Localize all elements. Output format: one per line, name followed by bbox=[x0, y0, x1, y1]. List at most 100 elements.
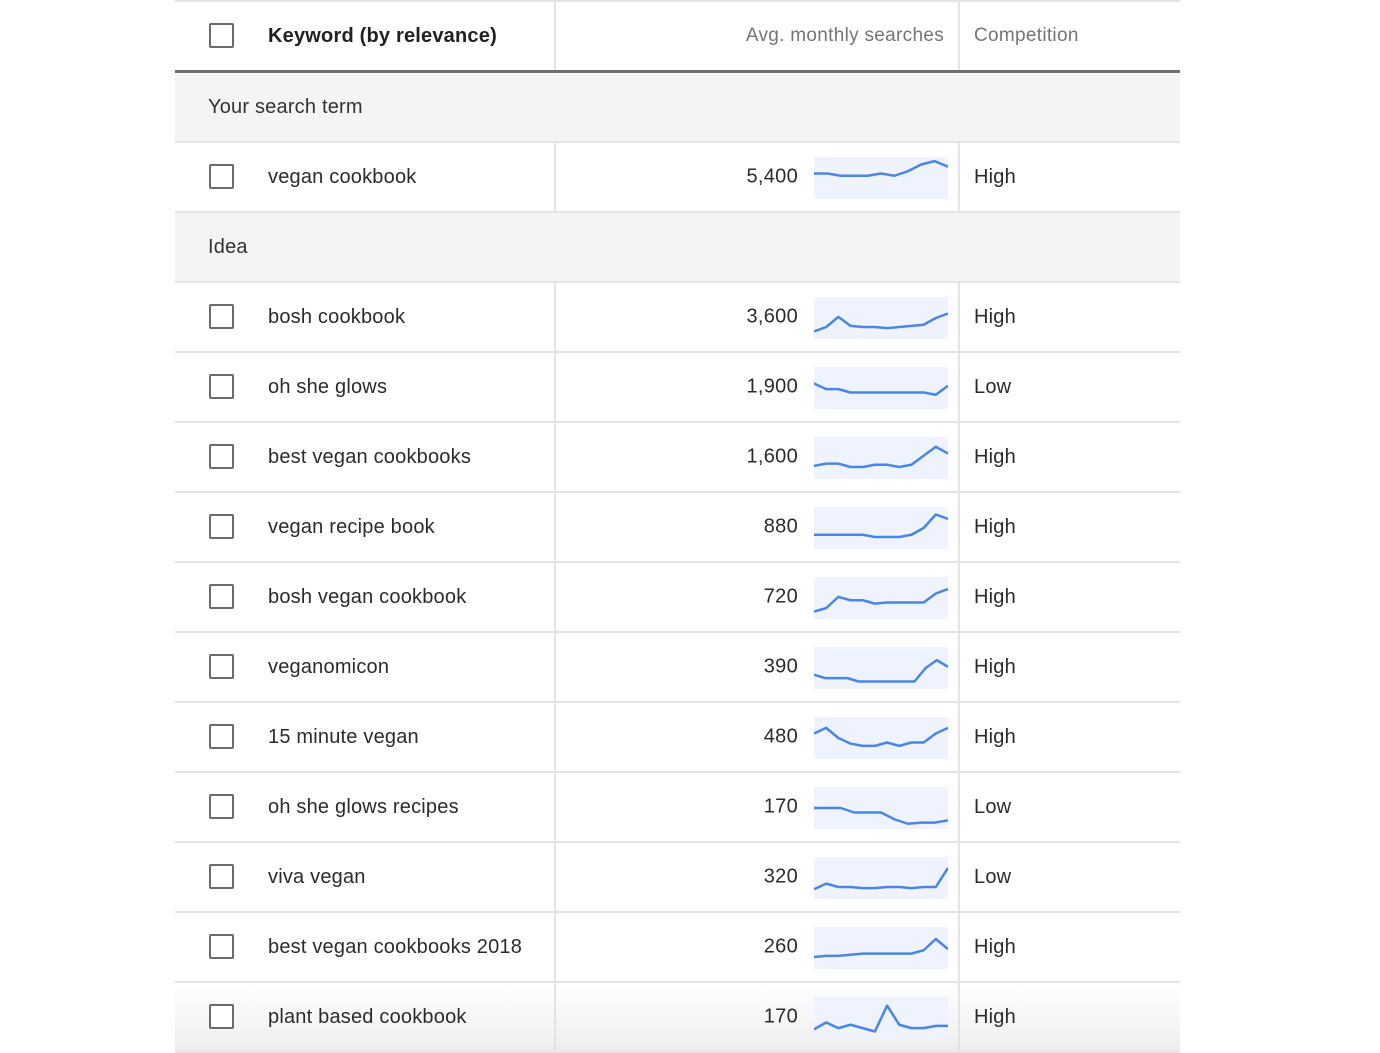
group-label: Idea bbox=[208, 235, 248, 258]
sparkline-svg bbox=[814, 445, 948, 479]
competition-value: High bbox=[974, 655, 1016, 678]
table-row: vegan cookbook 5,400 High bbox=[175, 143, 1180, 213]
table-row: best vegan cookbooks 1,600 High bbox=[175, 423, 1180, 493]
competition-value: High bbox=[974, 1005, 1016, 1028]
trend-sparkline bbox=[814, 367, 948, 409]
keyword-text: 15 minute vegan bbox=[268, 725, 419, 748]
trend-sparkline bbox=[814, 647, 948, 689]
row-checkbox[interactable] bbox=[209, 514, 234, 539]
competition-value: Low bbox=[974, 795, 1012, 818]
keyword-ideas-table: Keyword (by relevance) Avg. monthly sear… bbox=[175, 0, 1180, 1053]
table-row: oh she glows recipes 170 Low bbox=[175, 773, 1180, 843]
sparkline-line bbox=[814, 1004, 948, 1033]
table-row: 15 minute vegan 480 High bbox=[175, 703, 1180, 773]
competition-value: High bbox=[974, 445, 1016, 468]
competition-value: High bbox=[974, 165, 1016, 188]
avg-monthly-searches: 480 bbox=[763, 725, 798, 748]
sparkline-area bbox=[814, 867, 948, 899]
group-row-search-term: Your search term bbox=[175, 73, 1180, 143]
keyword-text: vegan recipe book bbox=[268, 515, 435, 538]
sparkline-svg bbox=[814, 806, 948, 829]
group-row-idea: Idea bbox=[175, 213, 1180, 283]
sparkline-line bbox=[814, 382, 948, 396]
sparkline-line bbox=[814, 445, 948, 469]
row-checkbox[interactable] bbox=[209, 584, 234, 609]
sparkline-area bbox=[814, 514, 948, 549]
sparkline-area bbox=[814, 313, 948, 339]
avg-monthly-searches: 3,600 bbox=[746, 305, 798, 328]
row-checkbox[interactable] bbox=[209, 304, 234, 329]
row-checkbox[interactable] bbox=[209, 654, 234, 679]
trend-sparkline bbox=[814, 857, 948, 899]
avg-monthly-searches: 260 bbox=[763, 935, 798, 958]
competition-value: Low bbox=[974, 865, 1012, 888]
keyword-text: best vegan cookbooks bbox=[268, 445, 472, 468]
table-row: bosh cookbook 3,600 High bbox=[175, 283, 1180, 353]
keyword-text: bosh vegan cookbook bbox=[268, 585, 467, 608]
sparkline-svg bbox=[814, 658, 948, 689]
avg-monthly-searches: 170 bbox=[763, 795, 798, 818]
row-checkbox[interactable] bbox=[209, 1004, 234, 1029]
trend-sparkline bbox=[814, 787, 948, 829]
sparkline-svg bbox=[814, 513, 948, 549]
avg-monthly-searches: 1,600 bbox=[746, 445, 798, 468]
row-checkbox[interactable] bbox=[209, 444, 234, 469]
row-checkbox[interactable] bbox=[209, 164, 234, 189]
trend-sparkline bbox=[814, 717, 948, 759]
table-row: plant based cookbook 170 High bbox=[175, 983, 1180, 1053]
table-row: vegan recipe book 880 High bbox=[175, 493, 1180, 563]
keyword-text: oh she glows recipes bbox=[268, 795, 459, 818]
avg-monthly-searches: 390 bbox=[763, 655, 798, 678]
avg-monthly-searches: 720 bbox=[763, 585, 798, 608]
trend-sparkline bbox=[814, 437, 948, 479]
header-avg-cell[interactable]: Avg. monthly searches bbox=[556, 2, 960, 70]
competition-value: High bbox=[974, 585, 1016, 608]
header-competition-cell[interactable]: Competition bbox=[960, 2, 1180, 70]
row-checkbox[interactable] bbox=[209, 724, 234, 749]
header-competition-label[interactable]: Competition bbox=[974, 25, 1079, 46]
sparkline-svg bbox=[814, 159, 948, 199]
group-label: Your search term bbox=[208, 95, 363, 118]
competition-value: High bbox=[974, 515, 1016, 538]
sparkline-svg bbox=[814, 937, 948, 969]
select-all-checkbox[interactable] bbox=[209, 23, 234, 48]
keyword-text: veganomicon bbox=[268, 655, 390, 678]
row-checkbox[interactable] bbox=[209, 794, 234, 819]
sparkline-line bbox=[814, 726, 948, 748]
row-checkbox[interactable] bbox=[209, 864, 234, 889]
trend-sparkline bbox=[814, 297, 948, 339]
trend-sparkline bbox=[814, 507, 948, 549]
keyword-text: best vegan cookbooks 2018 bbox=[268, 935, 523, 958]
sparkline-area bbox=[814, 161, 948, 199]
avg-monthly-searches: 320 bbox=[763, 865, 798, 888]
avg-monthly-searches: 880 bbox=[763, 515, 798, 538]
sparkline-svg bbox=[814, 312, 948, 339]
row-checkbox[interactable] bbox=[209, 374, 234, 399]
keyword-text: oh she glows bbox=[268, 375, 388, 398]
avg-monthly-searches: 1,900 bbox=[746, 375, 798, 398]
table-row: bosh vegan cookbook 720 High bbox=[175, 563, 1180, 633]
sparkline-area bbox=[814, 660, 948, 689]
table-row: viva vegan 320 Low bbox=[175, 843, 1180, 913]
table-header: Keyword (by relevance) Avg. monthly sear… bbox=[175, 2, 1180, 73]
sparkline-line bbox=[814, 159, 948, 177]
competition-value: High bbox=[974, 725, 1016, 748]
competition-value: Low bbox=[974, 375, 1012, 398]
table-row: best vegan cookbooks 2018 260 High bbox=[175, 913, 1180, 983]
trend-sparkline bbox=[814, 157, 948, 199]
header-keyword-label[interactable]: Keyword (by relevance) bbox=[268, 24, 497, 47]
competition-value: High bbox=[974, 935, 1016, 958]
sparkline-line bbox=[814, 867, 948, 891]
sparkline-area bbox=[814, 1005, 948, 1039]
sparkline-area bbox=[814, 446, 948, 479]
table-row: oh she glows 1,900 Low bbox=[175, 353, 1180, 423]
keyword-text: vegan cookbook bbox=[268, 165, 417, 188]
sparkline-svg bbox=[814, 1004, 948, 1039]
row-checkbox[interactable] bbox=[209, 934, 234, 959]
sparkline-line bbox=[814, 587, 948, 613]
header-keyword-cell[interactable]: Keyword (by relevance) bbox=[175, 2, 556, 70]
sparkline-area bbox=[814, 727, 948, 759]
sparkline-line bbox=[814, 806, 948, 825]
table-row: veganomicon 390 High bbox=[175, 633, 1180, 703]
header-avg-label[interactable]: Avg. monthly searches bbox=[745, 25, 944, 46]
